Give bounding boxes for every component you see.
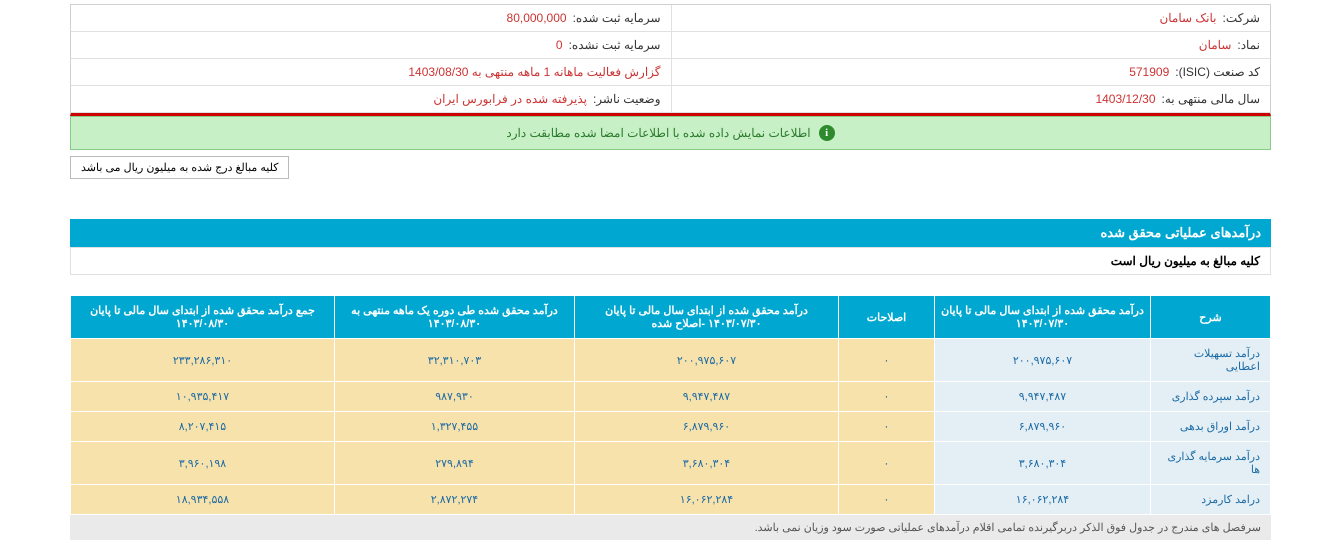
unreg-capital-cell: سرمایه ثبت نشده: 0: [71, 32, 671, 59]
cell-c2: ۰: [839, 412, 935, 442]
unreg-capital-label: سرمایه ثبت نشده:: [569, 38, 661, 52]
table-row: درآمد اوراق بدهی۶,۸۷۹,۹۶۰۰۶,۸۷۹,۹۶۰۱,۳۲۷…: [71, 412, 1271, 442]
cell-c5: ۲۳۳,۲۸۶,۳۱۰: [71, 339, 335, 382]
cell-c4: ۲,۸۷۲,۲۷۴: [335, 485, 575, 515]
section-title: درآمدهای عملیاتی محقق شده: [70, 219, 1271, 247]
cell-c1: ۱۶,۰۶۲,۲۸۴: [935, 485, 1151, 515]
isic-label: کد صنعت (ISIC):: [1175, 65, 1260, 79]
table-header-row: شرح درآمد محقق شده از ابتدای سال مالی تا…: [71, 296, 1271, 339]
cell-c4: ۲۷۹,۸۹۴: [335, 442, 575, 485]
currency-note: کلیه مبالغ درج شده به میلیون ریال می باش…: [70, 156, 289, 179]
capital-cell: سرمایه ثبت شده: 80,000,000: [71, 5, 671, 32]
cell-c2: ۰: [839, 382, 935, 412]
cell-c3: ۲۰۰,۹۷۵,۶۰۷: [575, 339, 839, 382]
cell-c4: ۳۲,۳۱۰,۷۰۳: [335, 339, 575, 382]
cell-c4: ۱,۳۲۷,۴۵۵: [335, 412, 575, 442]
row-label: درآمد سرمایه گذاری ها: [1151, 442, 1271, 485]
isic-cell: کد صنعت (ISIC): 571909: [671, 59, 1271, 86]
cell-c5: ۱۰,۹۳۵,۴۱۷: [71, 382, 335, 412]
capital-label: سرمایه ثبت شده:: [573, 11, 661, 25]
status-bar: i اطلاعات نمایش داده شده با اطلاعات امضا…: [70, 116, 1271, 150]
cell-c5: ۸,۲۰۷,۴۱۵: [71, 412, 335, 442]
col-c1: درآمد محقق شده از ابتدای سال مالی تا پای…: [935, 296, 1151, 339]
pubstatus-value: پذیرفته شده در فرابورس ایران: [433, 92, 587, 106]
col-c3: درآمد محقق شده از ابتدای سال مالی تا پای…: [575, 296, 839, 339]
cell-c3: ۳,۶۸۰,۳۰۴: [575, 442, 839, 485]
cell-c4: ۹۸۷,۹۳۰: [335, 382, 575, 412]
cell-c1: ۹,۹۴۷,۴۸۷: [935, 382, 1151, 412]
capital-value: 80,000,000: [507, 11, 567, 25]
table-row: درآمد سرمایه گذاری ها۳,۶۸۰,۳۰۴۰۳,۶۸۰,۳۰۴…: [71, 442, 1271, 485]
pubstatus-cell: وضعیت ناشر: پذیرفته شده در فرابورس ایران: [71, 86, 671, 113]
fy-label: سال مالی منتهی به:: [1162, 92, 1260, 106]
cell-c3: ۱۶,۰۶۲,۲۸۴: [575, 485, 839, 515]
isic-value: 571909: [1129, 65, 1169, 79]
symbol-cell: نماد: سامان: [671, 32, 1271, 59]
col-c4: درآمد محقق شده طی دوره یک ماهه منتهی به …: [335, 296, 575, 339]
info-icon: i: [819, 125, 835, 141]
cell-c1: ۲۰۰,۹۷۵,۶۰۷: [935, 339, 1151, 382]
section-subnote: کلیه مبالغ به میلیون ریال است: [70, 247, 1271, 275]
company-label: شرکت:: [1222, 11, 1260, 25]
report-cell: گزارش فعالیت ماهانه 1 ماهه منتهی به 1403…: [71, 59, 671, 86]
row-label: درآمد اوراق بدهی: [1151, 412, 1271, 442]
cell-c5: ۱۸,۹۳۴,۵۵۸: [71, 485, 335, 515]
fy-cell: سال مالی منتهی به: 1403/12/30: [671, 86, 1271, 113]
cell-c2: ۰: [839, 339, 935, 382]
cell-c2: ۰: [839, 442, 935, 485]
pubstatus-label: وضعیت ناشر:: [593, 92, 661, 106]
row-label: درآمد سپرده گذاری: [1151, 382, 1271, 412]
row-label: درامد کارمزد: [1151, 485, 1271, 515]
fy-value: 1403/12/30: [1095, 92, 1155, 106]
table-row: درآمد تسهیلات اعطایی۲۰۰,۹۷۵,۶۰۷۰۲۰۰,۹۷۵,…: [71, 339, 1271, 382]
table-row: درامد کارمزد۱۶,۰۶۲,۲۸۴۰۱۶,۰۶۲,۲۸۴۲,۸۷۲,۲…: [71, 485, 1271, 515]
symbol-label: نماد:: [1237, 38, 1260, 52]
cell-c3: ۹,۹۴۷,۴۸۷: [575, 382, 839, 412]
cell-c2: ۰: [839, 485, 935, 515]
unreg-capital-value: 0: [556, 38, 563, 52]
company-cell: شرکت: بانک سامان: [671, 5, 1271, 32]
table-footer-note: سرفصل های مندرج در جدول فوق الذکر دربرگی…: [70, 515, 1271, 540]
cell-c1: ۶,۸۷۹,۹۶۰: [935, 412, 1151, 442]
cell-c5: ۳,۹۶۰,۱۹۸: [71, 442, 335, 485]
company-header: شرکت: بانک سامان سرمایه ثبت شده: 80,000,…: [70, 4, 1271, 116]
status-text: اطلاعات نمایش داده شده با اطلاعات امضا ش…: [506, 126, 810, 140]
cell-c3: ۶,۸۷۹,۹۶۰: [575, 412, 839, 442]
col-desc: شرح: [1151, 296, 1271, 339]
symbol-value: سامان: [1199, 38, 1232, 52]
company-value: بانک سامان: [1159, 11, 1216, 25]
income-table: شرح درآمد محقق شده از ابتدای سال مالی تا…: [70, 295, 1271, 515]
report-value: گزارش فعالیت ماهانه 1 ماهه منتهی به 1403…: [408, 65, 660, 79]
col-c5: جمع درآمد محقق شده از ابتدای سال مالی تا…: [71, 296, 335, 339]
table-row: درآمد سپرده گذاری۹,۹۴۷,۴۸۷۰۹,۹۴۷,۴۸۷۹۸۷,…: [71, 382, 1271, 412]
row-label: درآمد تسهیلات اعطایی: [1151, 339, 1271, 382]
col-c2: اصلاحات: [839, 296, 935, 339]
cell-c1: ۳,۶۸۰,۳۰۴: [935, 442, 1151, 485]
